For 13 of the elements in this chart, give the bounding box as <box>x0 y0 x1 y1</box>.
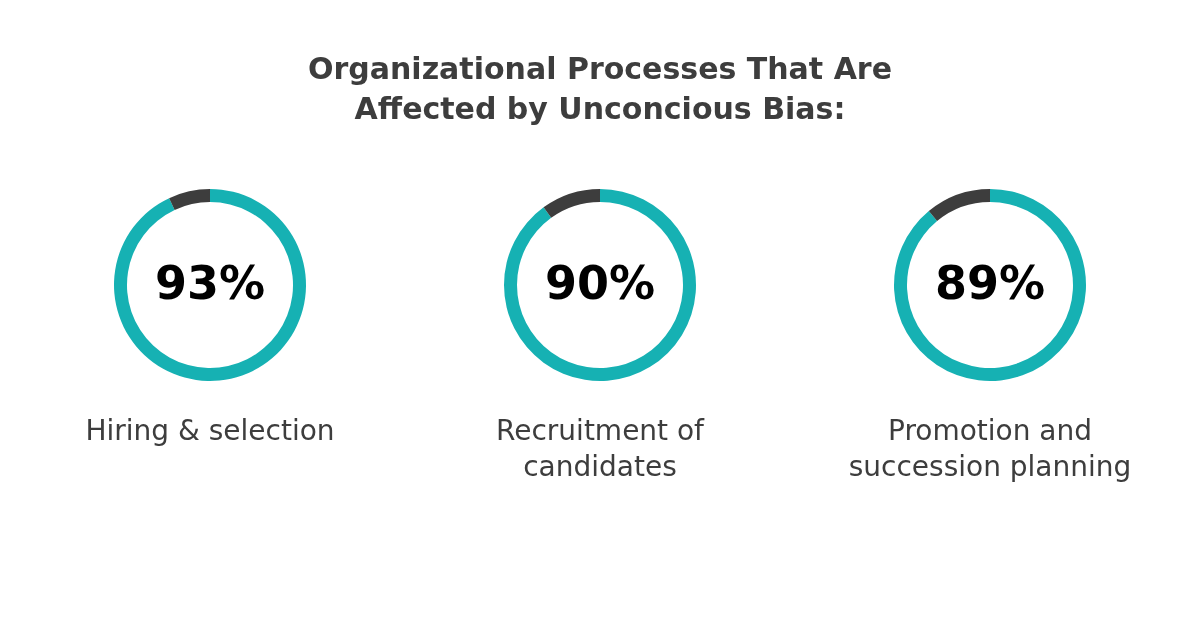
text: Promotion and succession planning <box>848 414 1132 483</box>
donut-slice <box>504 189 696 381</box>
text: Organizational Processes That Are Affected by Unconcious Bias: <box>307 51 893 126</box>
donut-slice <box>894 189 1086 381</box>
donut-slice <box>543 189 600 218</box>
donut-slice <box>114 189 306 381</box>
data-label: 89% <box>934 256 1046 310</box>
donut-slice <box>928 189 990 222</box>
donut-slice <box>169 189 210 210</box>
data-label: 93% <box>154 256 266 310</box>
text: Hiring & selection <box>85 414 335 447</box>
text: Recruitment of candidates <box>496 414 706 483</box>
data-label: 90% <box>544 256 656 310</box>
